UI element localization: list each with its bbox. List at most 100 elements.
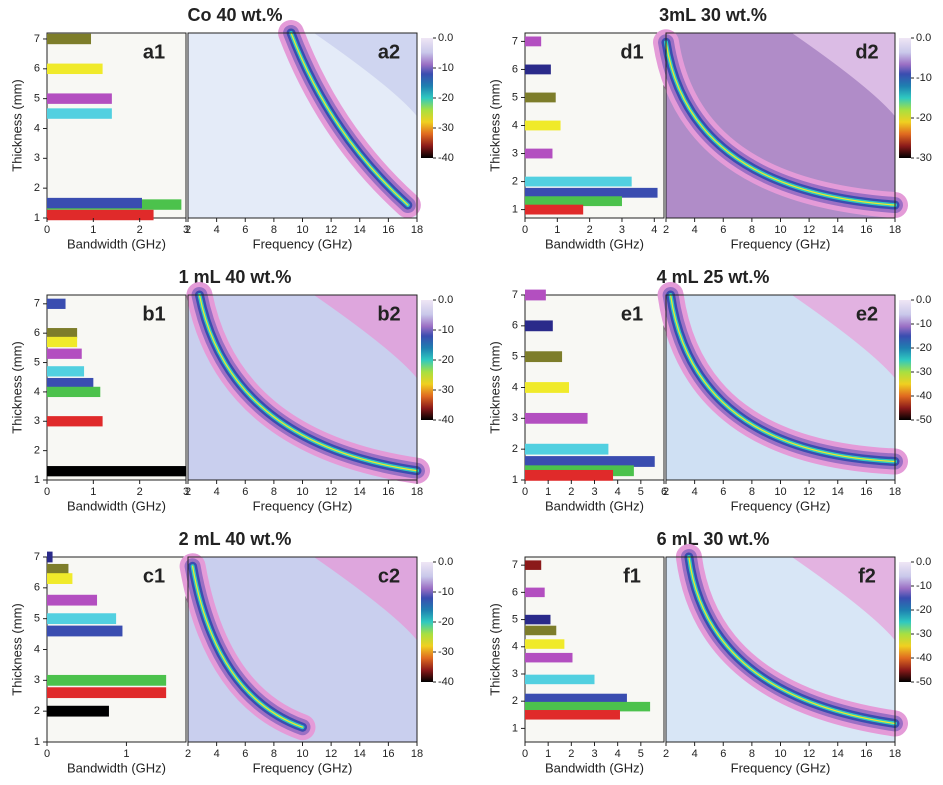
x-tick-label: 6 xyxy=(242,748,248,760)
x-tick-label: 18 xyxy=(889,486,901,498)
colorbar-tick-label: -10 xyxy=(916,580,932,592)
x-tick-label: 3 xyxy=(591,486,597,498)
x-tick-label: 3 xyxy=(619,224,625,236)
x-tick-label: 3 xyxy=(183,486,189,498)
bar xyxy=(525,469,614,481)
x-tick-label: 2 xyxy=(663,486,669,498)
bar xyxy=(525,320,553,332)
x-tick-label: 0 xyxy=(522,748,528,760)
x-axis-label: Frequency (GHz) xyxy=(731,236,831,251)
bar xyxy=(47,625,123,637)
contour-region xyxy=(791,33,895,117)
bar xyxy=(47,563,69,575)
x-tick-label: 6 xyxy=(720,224,726,236)
y-tick-label: 6 xyxy=(34,582,40,594)
x-tick-label: 1 xyxy=(90,224,96,236)
x-tick-label: 0 xyxy=(522,486,528,498)
colorbar-tick-label: -40 xyxy=(916,652,932,664)
x-tick-label: 2 xyxy=(185,224,191,236)
colorbar-tick-label: 0.0 xyxy=(438,32,453,44)
bar xyxy=(525,625,557,636)
panel-title: 4 mL 25 wt.% xyxy=(657,267,770,287)
y-tick-label: 3 xyxy=(512,668,518,680)
x-tick-label: 5 xyxy=(638,748,644,760)
panel-title: 2 mL 40 wt.% xyxy=(179,529,292,549)
x-axis-label: Bandwidth (GHz) xyxy=(67,760,166,775)
x-tick-label: 4 xyxy=(214,748,220,760)
x-axis-label: Frequency (GHz) xyxy=(731,498,831,513)
panel-label: e2 xyxy=(856,303,878,325)
y-tick-label: 3 xyxy=(34,415,40,427)
y-tick-label: 7 xyxy=(34,298,40,310)
contour-region xyxy=(313,557,417,641)
bar xyxy=(47,336,78,348)
x-tick-label: 12 xyxy=(803,748,815,760)
bar xyxy=(525,701,651,712)
y-tick-label: 4 xyxy=(512,119,518,131)
x-tick-label: 14 xyxy=(354,486,366,498)
x-tick-label: 4 xyxy=(651,224,657,236)
contour-band xyxy=(191,565,304,728)
colorbar-tick-label: -50 xyxy=(916,414,932,426)
x-tick-label: 8 xyxy=(271,486,277,498)
plot-area xyxy=(46,32,187,219)
x-tick-label: 14 xyxy=(832,748,844,760)
colorbar-tick-label: -30 xyxy=(916,366,932,378)
x-axis-label: Bandwidth (GHz) xyxy=(67,236,166,251)
colorbar-tick-label: -20 xyxy=(438,92,454,104)
x-tick-label: 6 xyxy=(242,486,248,498)
colorbar-tick-label: -30 xyxy=(916,628,932,640)
colorbar-tick-label: -30 xyxy=(438,122,454,134)
x-tick-label: 8 xyxy=(749,486,755,498)
x-tick-label: 2 xyxy=(185,486,191,498)
x-tick-label: 2 xyxy=(663,224,669,236)
panel-label: b1 xyxy=(142,303,165,325)
x-tick-label: 0 xyxy=(522,224,528,236)
bar xyxy=(525,639,565,649)
x-tick-label: 8 xyxy=(271,748,277,760)
x-tick-label: 14 xyxy=(832,486,844,498)
bar xyxy=(525,196,622,207)
x-tick-label: 16 xyxy=(382,486,394,498)
x-tick-label: 16 xyxy=(860,486,872,498)
x-tick-label: 12 xyxy=(325,224,337,236)
colorbar-tick-label: -30 xyxy=(916,152,932,164)
y-tick-label: 1 xyxy=(34,474,40,486)
contour-region xyxy=(313,33,417,117)
x-tick-label: 1 xyxy=(545,748,551,760)
colorbar-tick-label: -30 xyxy=(438,384,454,396)
x-tick-label: 1 xyxy=(90,486,96,498)
bar xyxy=(47,416,103,427)
bar xyxy=(47,613,117,625)
bar xyxy=(47,63,103,75)
x-tick-label: 0 xyxy=(44,486,50,498)
plot-area xyxy=(524,32,665,219)
y-tick-label: 1 xyxy=(512,203,518,215)
x-tick-label: 18 xyxy=(411,748,423,760)
colorbar xyxy=(899,300,911,420)
colorbar-tick-label: -20 xyxy=(438,354,454,366)
x-tick-label: 16 xyxy=(860,748,872,760)
y-tick-label: 7 xyxy=(512,35,518,47)
contour-region xyxy=(313,295,417,379)
x-tick-label: 10 xyxy=(296,486,308,498)
y-tick-label: 5 xyxy=(34,613,40,625)
x-tick-label: 2 xyxy=(663,748,669,760)
y-tick-label: 6 xyxy=(512,63,518,75)
y-tick-label: 6 xyxy=(512,320,518,332)
x-tick-label: 4 xyxy=(692,748,698,760)
bar xyxy=(525,187,658,198)
panel-label: a1 xyxy=(143,41,165,63)
y-tick-label: 4 xyxy=(34,122,40,134)
panel-label: b2 xyxy=(377,303,400,325)
x-tick-label: 4 xyxy=(214,486,220,498)
x-tick-label: 16 xyxy=(382,224,394,236)
bar xyxy=(525,148,553,159)
bar xyxy=(47,466,186,477)
colorbar-tick-label: -20 xyxy=(916,342,932,354)
bar xyxy=(47,197,142,209)
bar xyxy=(525,614,551,625)
x-tick-label: 5 xyxy=(638,486,644,498)
colorbar-tick-label: -30 xyxy=(438,646,454,658)
panel-label: e1 xyxy=(621,303,643,325)
